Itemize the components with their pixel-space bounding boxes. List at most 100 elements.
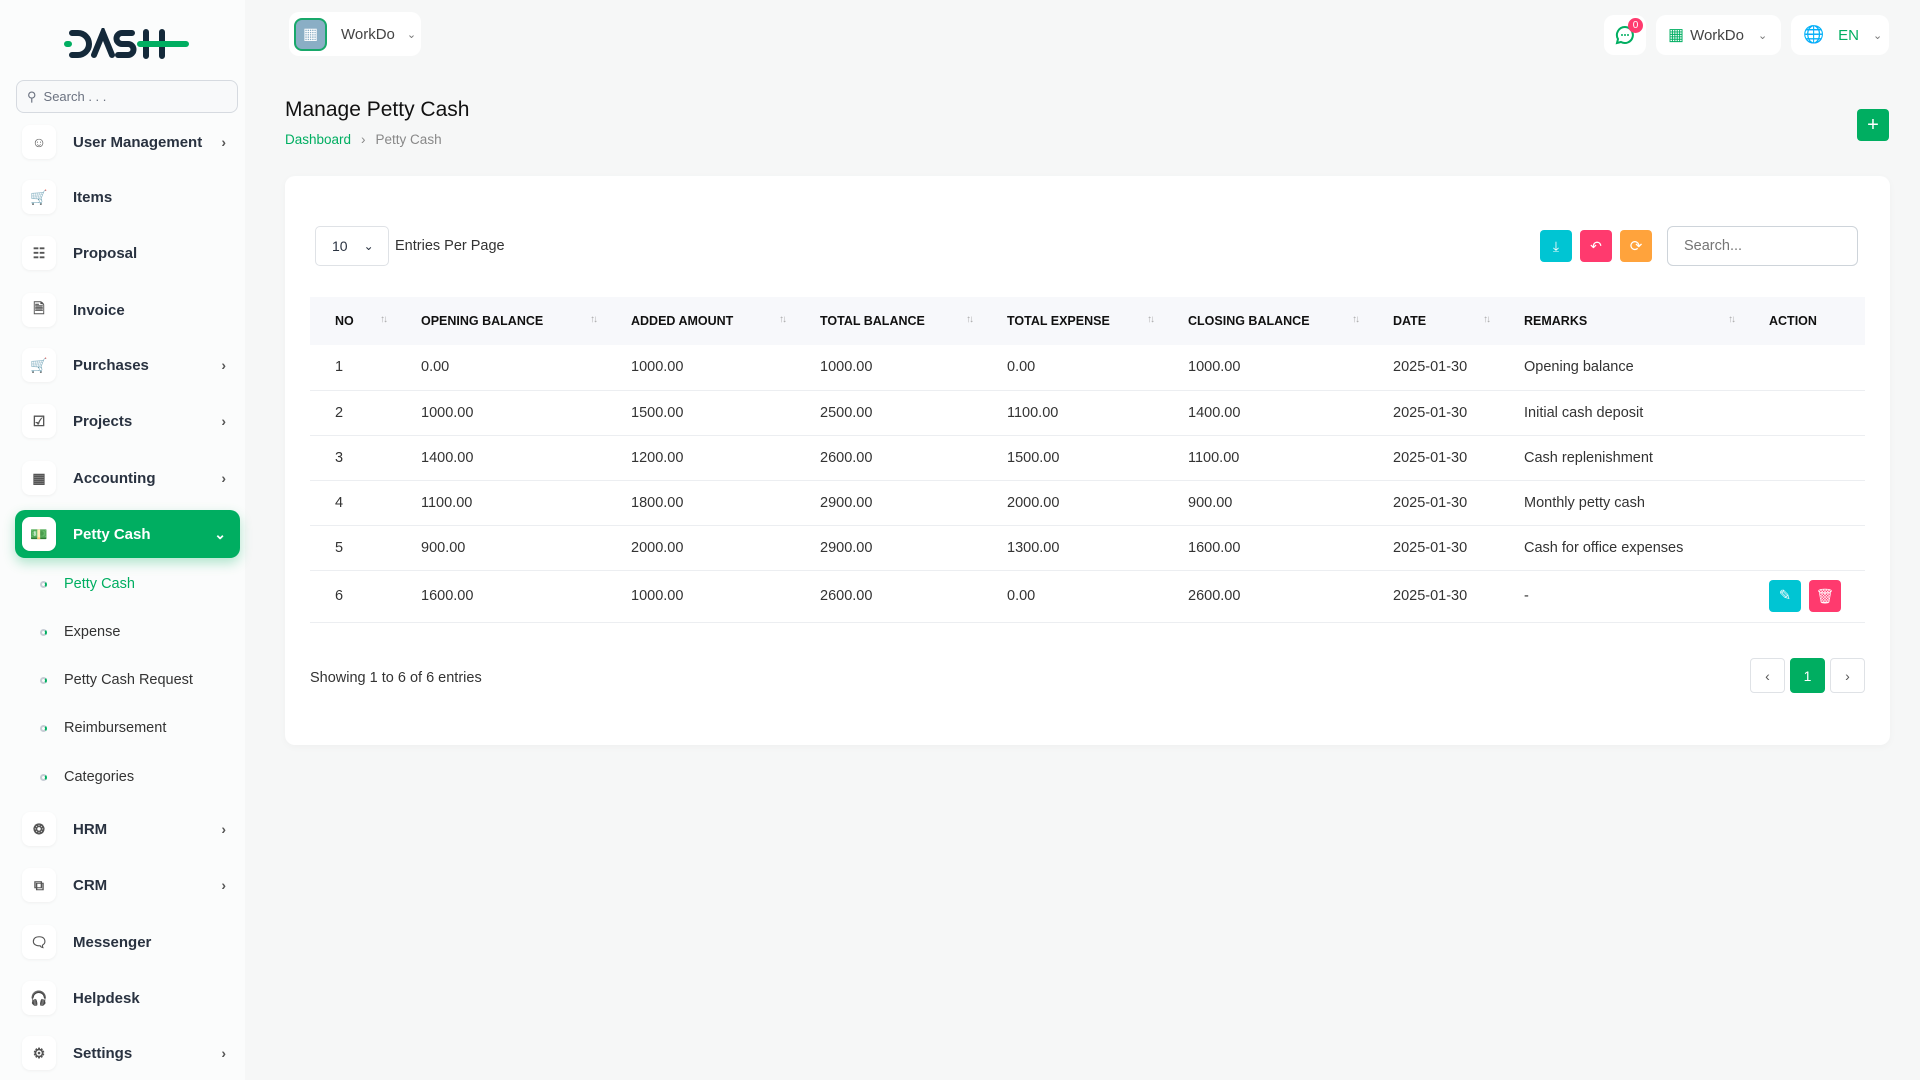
prev-page-button[interactable]: ‹ — [1750, 658, 1785, 693]
sidebar-item-label: Items — [73, 188, 113, 206]
sort-icon: ↑↓ — [590, 314, 598, 325]
table-cell: 1400.00 — [1163, 390, 1368, 436]
column-header[interactable]: OPENING BALANCE ↑↓ — [396, 297, 606, 345]
sort-icon: ↑↓ — [1483, 314, 1491, 325]
sidebar-item-hrm[interactable]: ❂ HRM › — [15, 805, 240, 853]
sidebar-item-proposal[interactable]: ☷ Proposal — [15, 229, 240, 277]
sort-icon: ↑↓ — [1728, 314, 1736, 325]
table-cell: 1000.00 — [396, 390, 606, 436]
company-dropdown[interactable]: ▦ WorkDo ⌄ — [1656, 15, 1781, 55]
submenu-item-petty-cash-request[interactable]: Petty Cash Request — [40, 672, 193, 688]
table-search-input[interactable] — [1667, 226, 1858, 266]
language-dropdown[interactable]: 🌐 EN ⌄ — [1791, 15, 1889, 55]
table-cell: Initial cash deposit — [1499, 390, 1744, 436]
sidebar-item-petty-cash[interactable]: 💵 Petty Cash ⌄ — [15, 510, 240, 558]
cash-icon: 💵 — [22, 517, 56, 551]
sidebar-item-helpdesk[interactable]: 🎧 Helpdesk — [15, 974, 240, 1022]
sidebar-item-label: User Management — [73, 133, 203, 151]
proposal-icon: ☷ — [22, 236, 56, 270]
chevron-right-icon: › — [221, 134, 226, 150]
sidebar-item-settings[interactable]: ⚙ Settings › — [15, 1029, 240, 1077]
sidebar-item-items[interactable]: 🛒 Items — [15, 173, 240, 221]
chevron-right-icon: › — [221, 357, 226, 373]
sort-icon: ↑↓ — [779, 314, 787, 325]
workspace-dropdown[interactable]: ▦ WorkDo ⌄ — [289, 12, 421, 56]
sidebar-item-label: Proposal — [73, 244, 138, 262]
column-header[interactable]: NO ↑↓ — [310, 297, 396, 345]
table-cell: 1800.00 — [606, 480, 795, 526]
column-header[interactable]: TOTAL EXPENSE ↑↓ — [982, 297, 1163, 345]
breadcrumb-current: Petty Cash — [375, 132, 442, 147]
page-1-button[interactable]: 1 — [1790, 658, 1825, 693]
column-header[interactable]: ADDED AMOUNT ↑↓ — [606, 297, 795, 345]
next-page-button[interactable]: › — [1830, 658, 1865, 693]
refresh-button[interactable]: ⟳ — [1620, 230, 1652, 262]
table-cell: 2025-01-30 — [1368, 525, 1499, 571]
messages-button[interactable]: 0 — [1604, 15, 1646, 55]
table-cell: 1000.00 — [795, 345, 982, 391]
submenu-item-categories[interactable]: Categories — [40, 769, 134, 785]
table-cell: 2600.00 — [795, 435, 982, 481]
column-header: ACTION — [1744, 297, 1865, 345]
sort-icon: ↑↓ — [966, 314, 974, 325]
chevron-down-icon: ⌄ — [363, 239, 374, 253]
table-cell: 2900.00 — [795, 525, 982, 571]
column-header[interactable]: DATE ↑↓ — [1368, 297, 1499, 345]
sidebar-item-projects[interactable]: ☑ Projects › — [15, 397, 240, 445]
table-cell: 2900.00 — [795, 480, 982, 526]
table-cell: 6 — [310, 570, 396, 623]
table-cell: 2600.00 — [1163, 570, 1368, 623]
download-icon: ⤓ — [1552, 237, 1560, 254]
showing-info: Showing 1 to 6 of 6 entries — [310, 670, 482, 686]
export-button[interactable]: ⤓ — [1540, 230, 1572, 262]
entries-select[interactable]: 10 ⌄ — [315, 226, 389, 266]
action-cell — [1744, 525, 1865, 571]
sidebar-item-invoice[interactable]: 🗎 Invoice — [15, 286, 240, 334]
chevron-right-icon: › — [221, 877, 226, 893]
sidebar-search-input[interactable]: ⚲ Search . . . — [16, 80, 238, 113]
column-header[interactable]: REMARKS ↑↓ — [1499, 297, 1744, 345]
column-header[interactable]: TOTAL BALANCE ↑↓ — [795, 297, 982, 345]
sidebar-item-messenger[interactable]: 🗨 Messenger — [15, 918, 240, 966]
edit-button[interactable]: ✎ — [1769, 580, 1801, 612]
table-cell: 2000.00 — [982, 480, 1163, 526]
table-cell: 900.00 — [396, 525, 606, 571]
table-cell: 1400.00 — [396, 435, 606, 481]
table-cell: 4 — [310, 480, 396, 526]
chevron-right-icon: › — [221, 470, 226, 486]
table-cell: 900.00 — [1163, 480, 1368, 526]
grid-icon: ▦ — [22, 461, 56, 495]
action-cell — [1744, 435, 1865, 481]
reset-button[interactable]: ↶ — [1580, 230, 1612, 262]
table-row: 3 1400.00 1200.00 2600.00 1500.00 1100.00 2025… — [310, 435, 1865, 481]
pencil-icon: ✎ — [1778, 588, 1792, 604]
add-button[interactable]: + — [1857, 109, 1889, 141]
submenu-item-expense[interactable]: Expense — [40, 624, 120, 640]
sidebar-item-accounting[interactable]: ▦ Accounting › — [15, 454, 240, 502]
sidebar-item-label: Helpdesk — [73, 989, 140, 1007]
table-cell: 2600.00 — [795, 570, 982, 623]
submenu-item-petty-cash[interactable]: Petty Cash — [40, 576, 135, 592]
column-header[interactable]: CLOSING BALANCE ↑↓ — [1163, 297, 1368, 345]
sidebar-item-user-management[interactable]: ☺ User Management › — [15, 118, 240, 166]
apps-icon: ▦ — [1668, 25, 1685, 44]
delete-button[interactable]: 🗑 — [1809, 580, 1841, 612]
sidebar-item-purchases[interactable]: 🛒 Purchases › — [15, 341, 240, 389]
table-cell: 0.00 — [982, 345, 1163, 391]
table-row: 2 1000.00 1500.00 2500.00 1100.00 1400.00 2025… — [310, 390, 1865, 436]
table-cell: 2500.00 — [795, 390, 982, 436]
message-icon: 🗨 — [22, 925, 56, 959]
chevron-right-icon: › — [1845, 667, 1850, 684]
sidebar-item-label: Purchases — [73, 356, 149, 374]
sort-icon: ↑↓ — [1352, 314, 1360, 325]
breadcrumb-dashboard[interactable]: Dashboard — [285, 132, 352, 147]
chevron-down-icon: ⌄ — [1757, 29, 1768, 42]
sidebar-item-label: Projects — [73, 412, 133, 430]
globe-icon: 🌐 — [1803, 25, 1825, 44]
bullet-icon — [40, 724, 47, 732]
submenu-item-reimbursement[interactable]: Reimbursement — [40, 720, 166, 736]
sidebar-item-crm[interactable]: ⧉ CRM › — [15, 861, 240, 909]
sidebar-item-label: Settings — [73, 1044, 133, 1062]
sidebar-item-label: Messenger — [73, 933, 152, 951]
table-cell: 2025-01-30 — [1368, 345, 1499, 391]
